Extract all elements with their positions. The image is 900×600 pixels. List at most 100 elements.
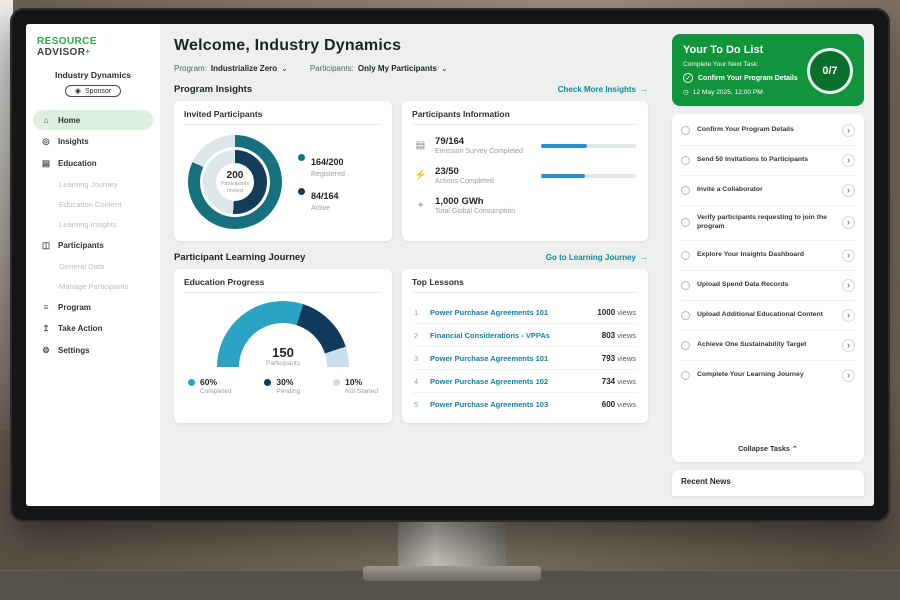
chevron-right-icon[interactable]: ›	[842, 369, 855, 382]
task-row[interactable]: Upload Additional Educational Content ›	[681, 301, 855, 331]
task-row[interactable]: Achieve One Sustainability Target ›	[681, 331, 855, 361]
todo-card: Your To Do List Complete Your Next Task:…	[672, 34, 864, 106]
next-task-label: Confirm Your Program Details	[698, 75, 798, 82]
legend-value: 30%	[276, 377, 300, 387]
sidebar-item-program[interactable]: ≡ Program	[33, 297, 153, 317]
sidebar-item-take-action[interactable]: ↥ Take Action	[33, 318, 153, 339]
monitor-frame: RESOURCE ADVISOR+ Industry Dynamics ◉ Sp…	[10, 8, 890, 522]
lesson-link[interactable]: Power Purchase Agreements 102	[430, 377, 594, 386]
sidebar-item-learning-insights[interactable]: Learning Insights	[33, 215, 153, 234]
lesson-link[interactable]: Financial Considerations - VPPAs	[430, 331, 594, 340]
sidebar-item-learning-journey[interactable]: Learning Journey	[33, 175, 153, 194]
lesson-link[interactable]: Power Purchase Agreements 103	[430, 400, 594, 409]
legend-item-completed: 60% Completed	[188, 377, 231, 395]
legend-label: Pending	[276, 388, 300, 395]
legend-item-registered: 164/200 Registered	[298, 152, 345, 178]
legend-label: Registered	[311, 171, 345, 178]
task-row[interactable]: Invite a Collaborator ›	[681, 176, 855, 206]
lesson-link[interactable]: Power Purchase Agreements 101	[430, 354, 594, 363]
info-row-actions: ⚡ 23/50 Actions Completed	[414, 166, 636, 185]
chevron-right-icon[interactable]: ›	[842, 184, 855, 197]
task-row[interactable]: Send 50 Invitations to Participants ›	[681, 146, 855, 176]
task-row[interactable]: Verify participants requesting to join t…	[681, 206, 855, 241]
page-title: Welcome, Industry Dynamics	[174, 37, 648, 55]
task-checkbox[interactable]	[681, 186, 690, 195]
sidebar-item-insights[interactable]: ◎ Insights	[33, 131, 153, 152]
task-checkbox[interactable]	[681, 156, 690, 165]
sidebar-item-participants[interactable]: ◫ Participants	[33, 235, 153, 256]
sidebar-item-general-data[interactable]: General Data	[33, 257, 153, 276]
task-row[interactable]: Complete Your Learning Journey ›	[681, 361, 855, 390]
legend-value: 164/200	[311, 157, 344, 167]
lesson-link[interactable]: Power Purchase Agreements 101	[430, 308, 589, 317]
task-row[interactable]: Upload Spend Data Records ›	[681, 271, 855, 301]
section-title: Program Insights	[174, 84, 252, 95]
sidebar-item-label: Settings	[58, 346, 90, 355]
sponsor-badge[interactable]: ◉ Sponsor	[65, 85, 121, 97]
sidebar-item-label: Learning Insights	[59, 220, 117, 229]
lesson-row: 5 Power Purchase Agreements 103 600 view…	[412, 393, 638, 415]
gauge-legend: 60% Completed 30% Pending	[184, 377, 382, 395]
task-checkbox[interactable]	[681, 218, 690, 227]
program-filter[interactable]: Program: Industrialize Zero ⌄	[174, 64, 288, 73]
info-value: 1,000 GWh	[435, 196, 515, 207]
info-label: Total Global Consumption	[435, 208, 515, 215]
logo-plus: +	[85, 47, 90, 56]
card-title: Participants Information	[412, 109, 638, 125]
sidebar-item-label: Program	[58, 303, 91, 312]
check-more-insights-link[interactable]: Check More Insights →	[558, 85, 648, 94]
task-row[interactable]: Explore Your Insights Dashboard ›	[681, 241, 855, 271]
org-name: Industry Dynamics	[33, 70, 153, 80]
task-row[interactable]: Confirm Your Program Details ›	[681, 116, 855, 146]
participants-filter[interactable]: Participants: Only My Participants ⌄	[310, 64, 448, 73]
todo-progress-value: 0/7	[822, 65, 837, 77]
arrow-right-icon: →	[640, 253, 648, 262]
sidebar-item-settings[interactable]: ⚙ Settings	[33, 340, 153, 361]
chevron-right-icon[interactable]: ›	[842, 154, 855, 167]
lesson-views: 803 views	[602, 331, 636, 340]
chevron-right-icon[interactable]: ›	[842, 249, 855, 262]
lesson-rank: 4	[414, 377, 422, 386]
card-title: Invited Participants	[184, 109, 382, 125]
sidebar-item-home[interactable]: ⌂ Home	[33, 110, 153, 130]
task-checkbox[interactable]	[681, 281, 690, 290]
program-filter-value: Industrialize Zero	[211, 64, 277, 73]
collapse-tasks-link[interactable]: Collapse Tasks ⌃	[681, 436, 855, 456]
sidebar-item-education-content[interactable]: Education Content	[33, 195, 153, 214]
link-label: Check More Insights	[558, 85, 636, 94]
donut-center: 200 Participants Invited	[216, 163, 254, 201]
sidebar-item-label: Insights	[58, 137, 89, 146]
logo-secondary: ADVISOR	[37, 47, 85, 58]
chevron-right-icon[interactable]: ›	[842, 309, 855, 322]
check-icon: ✓	[683, 73, 693, 83]
logo-primary: RESOURCE	[37, 36, 97, 47]
sidebar-item-manage-participants[interactable]: Manage Participants	[33, 277, 153, 296]
invited-participants-card: Invited Participants 200 Participants In…	[174, 101, 392, 241]
chevron-down-icon: ⌄	[441, 64, 448, 73]
sidebar-item-label: Learning Journey	[59, 180, 118, 189]
task-checkbox[interactable]	[681, 251, 690, 260]
task-label: Send 50 Invitations to Participants	[697, 156, 835, 165]
legend-label: Active	[311, 205, 339, 212]
survey-icon: ▤	[414, 140, 427, 151]
chevron-right-icon[interactable]: ›	[842, 339, 855, 352]
task-checkbox[interactable]	[681, 126, 690, 135]
task-checkbox[interactable]	[681, 311, 690, 320]
todo-progress-ring: 0/7	[807, 48, 853, 94]
chevron-right-icon[interactable]: ›	[842, 216, 855, 229]
task-checkbox[interactable]	[681, 371, 690, 380]
chevron-right-icon[interactable]: ›	[842, 279, 855, 292]
task-checkbox[interactable]	[681, 341, 690, 350]
take-action-icon: ↥	[41, 323, 51, 334]
chevron-right-icon[interactable]: ›	[842, 124, 855, 137]
legend-dot	[188, 379, 195, 386]
lesson-row: 1 Power Purchase Agreements 101 1000 vie…	[412, 301, 638, 324]
clock-icon: ◷	[683, 88, 689, 96]
legend-dot	[298, 188, 305, 195]
location-icon: ⌖	[414, 200, 427, 211]
sidebar-item-label: Participants	[58, 241, 104, 250]
go-to-learning-journey-link[interactable]: Go to Learning Journey →	[546, 253, 648, 262]
task-label: Achieve One Sustainability Target	[697, 341, 835, 350]
sidebar-item-education[interactable]: ▤ Education	[33, 153, 153, 174]
task-label: Invite a Collaborator	[697, 186, 835, 195]
